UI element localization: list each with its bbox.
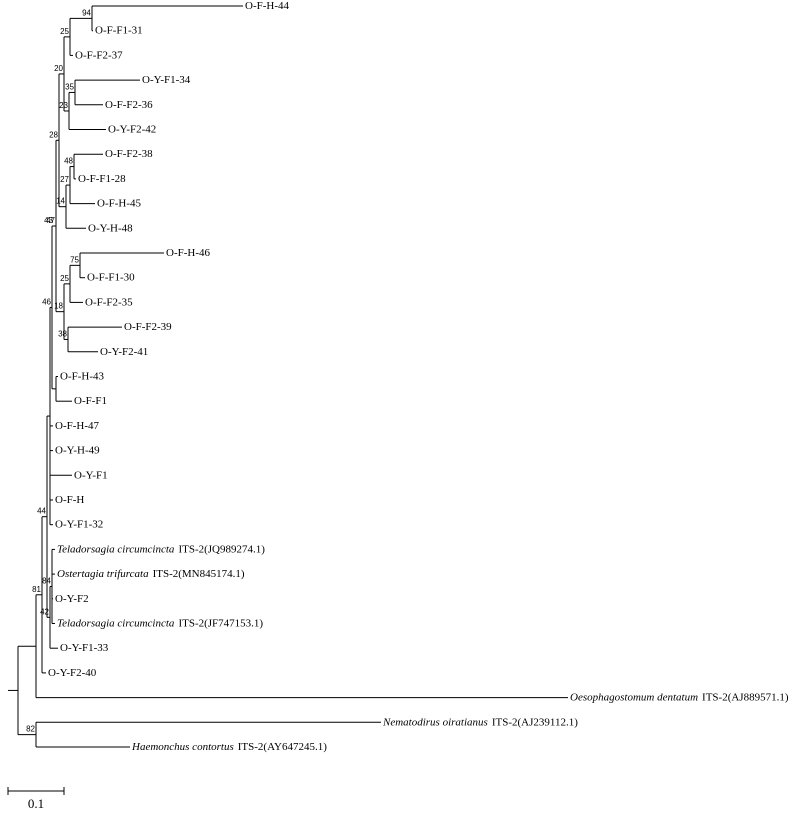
bootstrap-value: 20: [54, 64, 63, 73]
leaf-name: O-F-H: [55, 494, 84, 506]
leaf-name: O-Y-F2-41: [100, 345, 148, 357]
bootstrap-value: 94: [82, 8, 91, 17]
leaf-name: O-F-F1-31: [95, 24, 143, 36]
leaf-label: O-F-F1: [74, 395, 107, 407]
leaf-name: O-F-F1-30: [87, 271, 135, 283]
leaf-name: O-F-H-46: [166, 247, 210, 259]
leaf-label: O-F-H: [55, 494, 84, 506]
leaf-name: O-Y-H-49: [55, 444, 100, 456]
leaf-name: O-F-H-47: [55, 419, 99, 431]
leaf-name: O-F-H-45: [97, 197, 141, 209]
leaf-name: O-F-F2-39: [124, 321, 172, 333]
bootstrap-value: 25: [60, 274, 69, 283]
leaf-label: O-F-F1-31: [95, 24, 143, 36]
bootstrap-value: 18: [54, 302, 63, 311]
leaf-name: O-F-F2-37: [75, 49, 123, 61]
leaf-name: O-Y-F1: [74, 469, 108, 481]
bootstrap-value: 48: [64, 157, 73, 166]
bootstrap-value: 27: [60, 175, 69, 184]
leaf-label: Teladorsagia circumcincta ITS-2(JQ989274.…: [57, 543, 265, 555]
leaf-label: O-Y-H-48: [88, 222, 133, 234]
leaf-name: O-Y-F2-40: [48, 666, 97, 678]
bootstrap-value: 38: [58, 329, 67, 338]
leaf-label: Oesophagostomum dentatum ITS-2(AJ889571.1…: [570, 691, 789, 703]
leaf-label: O-F-F2-35: [85, 296, 133, 308]
leaf-label: Haemonchus contortus ITS-2(AY647245.1): [131, 741, 327, 753]
bootstrap-value: 35: [65, 82, 74, 91]
leaf-label: O-Y-F2: [55, 592, 89, 604]
leaf-name: O-F-F2-36: [105, 98, 153, 110]
leaf-label: Teladorsagia circumcincta ITS-2(JF747153.…: [57, 617, 263, 629]
leaf-label: O-Y-F1-32: [55, 518, 103, 530]
leaf-name: ITS-2(JF747153.1): [178, 617, 263, 629]
leaf-name: O-Y-F1-33: [60, 642, 109, 654]
leaf-name: O-F-F1: [74, 395, 107, 407]
leaf-label: O-Y-F1-33: [60, 642, 109, 654]
leaf-name: ITS-2(AJ239112.1): [492, 716, 578, 728]
leaf-label: O-Y-H-49: [55, 444, 100, 456]
leaf-label: O-F-H-45: [97, 197, 141, 209]
species-name: Teladorsagia circumcincta: [57, 543, 175, 555]
bootstrap-value: 44: [37, 507, 46, 516]
bootstrap-value: 42: [40, 607, 49, 616]
species-name: Teladorsagia circumcincta: [57, 617, 175, 629]
bootstrap-value: 47: [46, 216, 55, 225]
leaf-label: O-F-H-46: [166, 247, 210, 259]
bootstrap-value: 25: [60, 27, 69, 36]
leaf-label: O-F-H-43: [60, 370, 104, 382]
leaf-label: O-F-F2-36: [105, 98, 153, 110]
bootstrap-value: 14: [56, 197, 65, 206]
leaf-label: O-F-F1-30: [87, 271, 135, 283]
bootstrap-value: 81: [32, 585, 41, 594]
leaf-name: O-Y-F1-34: [142, 74, 191, 86]
bootstrap-value: 28: [49, 130, 58, 139]
leaf-label: O-Y-F2-42: [108, 123, 156, 135]
leaf-label: O-Y-F1-34: [142, 74, 191, 86]
leaf-name: O-Y-F2-42: [108, 123, 156, 135]
bootstrap-value: 43: [44, 216, 53, 225]
leaf-name: O-Y-F1-32: [55, 518, 103, 530]
leaf-name: ITS-2(MN845174.1): [153, 568, 245, 580]
leaf-label: O-Y-F2-40: [48, 666, 97, 678]
species-name: Ostertagia trifurcata: [57, 568, 149, 580]
leaf-label: Ostertagia trifurcata ITS-2(MN845174.1): [57, 568, 245, 580]
leaf-label: O-F-H-44: [245, 0, 289, 12]
leaf-label: O-Y-F2-41: [100, 345, 148, 357]
leaf-label: O-F-F2-39: [124, 321, 172, 333]
species-name: Nematodirus oiratianus: [382, 716, 488, 728]
leaf-name: O-Y-F2: [55, 592, 89, 604]
leaf-label: Nematodirus oiratianus ITS-2(AJ239112.1): [382, 716, 578, 728]
leaf-label: O-Y-F1: [74, 469, 108, 481]
bootstrap-value: 82: [26, 725, 35, 734]
scale-label: 0.1: [28, 796, 44, 811]
leaf-name: O-F-F1-28: [78, 172, 126, 184]
species-name: Haemonchus contortus: [131, 741, 234, 753]
bootstrap-value: 46: [42, 297, 51, 306]
leaf-name: ITS-2(JQ989274.1): [178, 543, 265, 555]
leaf-name: O-F-F2-35: [85, 296, 133, 308]
leaf-label: O-F-F2-37: [75, 49, 123, 61]
leaf-label: O-F-F1-28: [78, 172, 126, 184]
leaf-name: ITS-2(AJ889571.1): [702, 691, 789, 703]
leaf-name: O-F-H-44: [245, 0, 289, 12]
leaf-label: O-F-F2-38: [105, 148, 153, 160]
leaf-name: ITS-2(AY647245.1): [238, 741, 327, 753]
species-name: Oesophagostomum dentatum: [570, 691, 698, 703]
leaf-name: O-Y-H-48: [88, 222, 133, 234]
leaf-name: O-F-F2-38: [105, 148, 153, 160]
leaf-name: O-F-H-43: [60, 370, 104, 382]
leaf-label: O-F-H-47: [55, 419, 99, 431]
bootstrap-value: 75: [70, 255, 79, 264]
